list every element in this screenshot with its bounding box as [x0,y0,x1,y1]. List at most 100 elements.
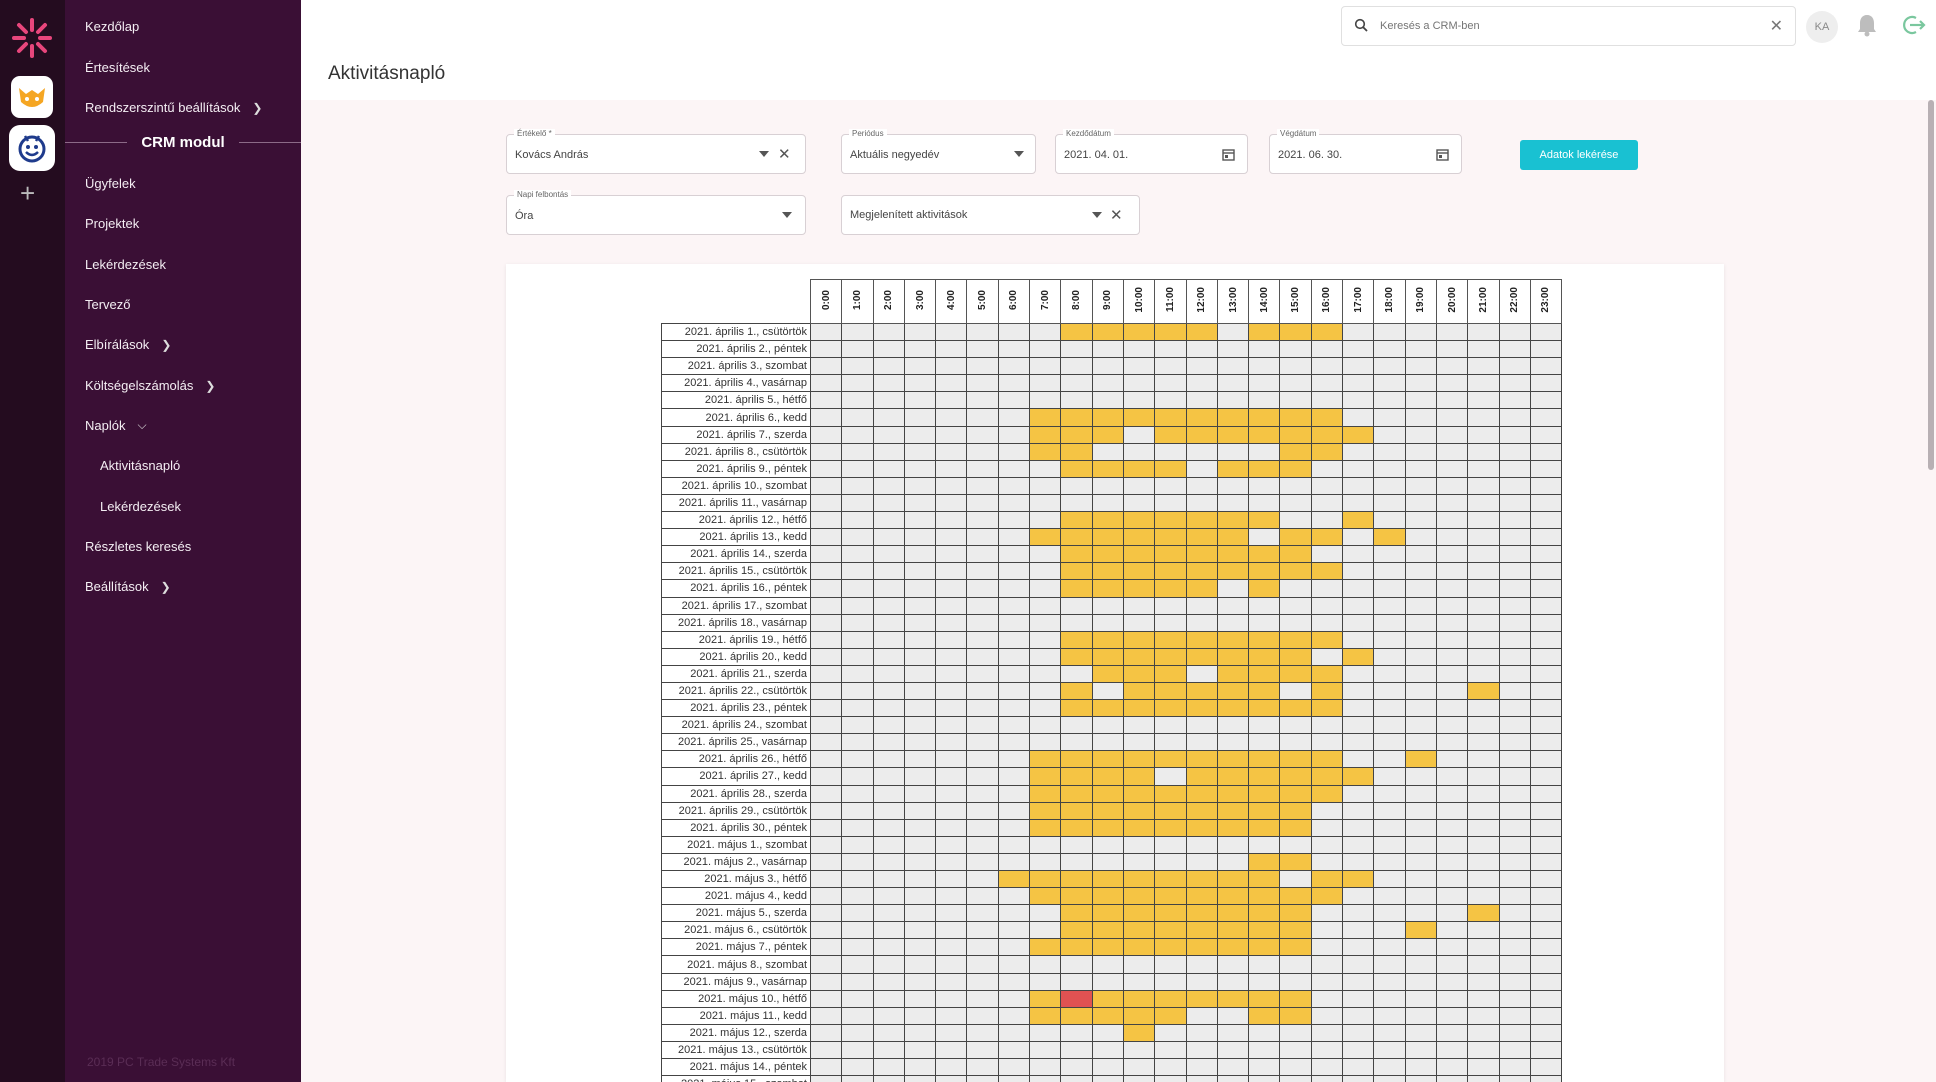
hour-cell[interactable] [1060,733,1093,752]
hour-cell-active[interactable] [1154,579,1187,598]
hour-cell-active[interactable] [1091,511,1124,530]
hour-cell[interactable] [935,459,968,478]
hour-cell[interactable] [1029,322,1062,342]
hour-cell-active[interactable] [1185,938,1218,957]
hour-cell[interactable] [1404,989,1437,1008]
hour-cell[interactable] [903,1006,937,1025]
hour-cell-active[interactable] [1185,647,1218,666]
hour-cell[interactable] [966,818,999,837]
hour-cell[interactable] [935,1075,968,1082]
hour-cell-active[interactable] [1279,767,1312,786]
hour-cell[interactable] [872,716,905,735]
hour-cell[interactable] [1310,340,1344,359]
hour-cell[interactable] [1467,699,1500,718]
hour-cell[interactable] [1467,972,1500,991]
hour-cell[interactable] [997,613,1031,632]
hour-cell[interactable] [1029,1058,1062,1077]
hour-cell-active[interactable] [1122,630,1156,649]
hour-cell-active[interactable] [1216,647,1250,666]
hour-cell[interactable] [872,767,905,786]
hour-cell[interactable] [997,442,1031,461]
hour-cell[interactable] [1529,784,1563,803]
hour-cell[interactable] [1279,733,1312,752]
hour-cell[interactable] [1498,1075,1531,1082]
hour-cell-active[interactable] [1310,681,1344,701]
hour-cell[interactable] [872,596,905,615]
hour-cell[interactable] [1404,647,1437,666]
hour-cell-active[interactable] [1060,784,1093,803]
hour-cell[interactable] [1091,613,1124,632]
hour-cell-active[interactable] [1122,322,1156,342]
hour-cell[interactable] [1029,647,1062,666]
hour-cell[interactable] [809,989,843,1008]
hour-cell[interactable] [841,767,874,786]
hour-cell[interactable] [1467,750,1500,769]
hour-cell[interactable] [966,511,999,530]
hour-cell-active[interactable] [1060,408,1093,427]
sidebar-item-evaluations[interactable]: Elbírálások ❯ [85,337,171,352]
hour-cell[interactable] [1373,955,1406,974]
hour-cell-active[interactable] [1279,904,1312,923]
hour-cell-active[interactable] [1342,425,1375,444]
hour-cell[interactable] [935,630,968,649]
hour-cell-active[interactable] [1310,442,1344,461]
hour-cell-active[interactable] [1029,801,1062,820]
hour-cell[interactable] [935,1023,968,1042]
hour-cell-active[interactable] [1091,408,1124,427]
hour-cell[interactable] [1373,511,1406,530]
hour-cell[interactable] [1310,852,1344,872]
hour-cell-active[interactable] [1060,442,1093,461]
close-icon[interactable]: ✕ [1769,18,1783,35]
hour-cell[interactable] [997,391,1031,410]
hour-cell[interactable] [841,1075,874,1082]
hour-cell[interactable] [1498,989,1531,1008]
hour-cell[interactable] [841,938,874,957]
hour-cell[interactable] [872,1058,905,1077]
hour-cell[interactable] [903,716,937,735]
hour-cell-active[interactable] [997,869,1031,889]
hour-cell[interactable] [1404,442,1437,461]
hour-cell[interactable] [1529,904,1563,923]
hour-cell[interactable] [1029,630,1062,649]
hour-cell[interactable] [997,579,1031,598]
hour-cell[interactable] [872,528,905,547]
hour-cell[interactable] [1091,391,1124,410]
hour-cell-active[interactable] [1122,528,1156,547]
hour-cell[interactable] [1435,493,1469,513]
hour-cell[interactable] [1154,1040,1187,1060]
hour-cell[interactable] [1435,408,1469,427]
hour-cell[interactable] [809,1075,843,1082]
evaluator-select[interactable]: Értékelő * Kovács András ✕ [506,129,806,174]
hour-cell[interactable] [1467,887,1500,906]
hour-cell-active[interactable] [1248,459,1281,478]
hour-cell[interactable] [903,562,937,581]
hour-cell[interactable] [1279,835,1312,854]
hour-cell[interactable] [1342,904,1375,923]
hour-cell[interactable] [903,921,937,940]
hour-cell[interactable] [809,887,843,906]
hour-cell[interactable] [1029,733,1062,752]
hour-cell[interactable] [1498,938,1531,957]
hour-cell[interactable] [1185,340,1218,359]
hour-cell[interactable] [1279,716,1312,735]
hour-cell-active[interactable] [1122,681,1156,701]
hour-cell[interactable] [1342,733,1375,752]
hour-cell-active[interactable] [1216,750,1250,769]
hour-cell[interactable] [1279,391,1312,410]
hour-cell[interactable] [1185,459,1218,478]
hour-cell[interactable] [872,699,905,718]
hour-cell[interactable] [1310,476,1344,495]
hour-cell[interactable] [935,374,968,393]
hour-cell[interactable] [841,716,874,735]
hour-cell[interactable] [1029,1023,1062,1042]
hour-cell[interactable] [1404,391,1437,410]
hour-cell[interactable] [1435,391,1469,410]
hour-cell[interactable] [1342,664,1375,683]
hour-cell-active[interactable] [1216,989,1250,1008]
activities-select[interactable]: Megjelenített aktivitások ✕ [841,195,1140,235]
hour-cell[interactable] [903,699,937,718]
hour-cell[interactable] [997,425,1031,444]
hour-cell-active[interactable] [1248,784,1281,803]
hour-cell[interactable] [872,579,905,598]
hour-cell[interactable] [1373,579,1406,598]
